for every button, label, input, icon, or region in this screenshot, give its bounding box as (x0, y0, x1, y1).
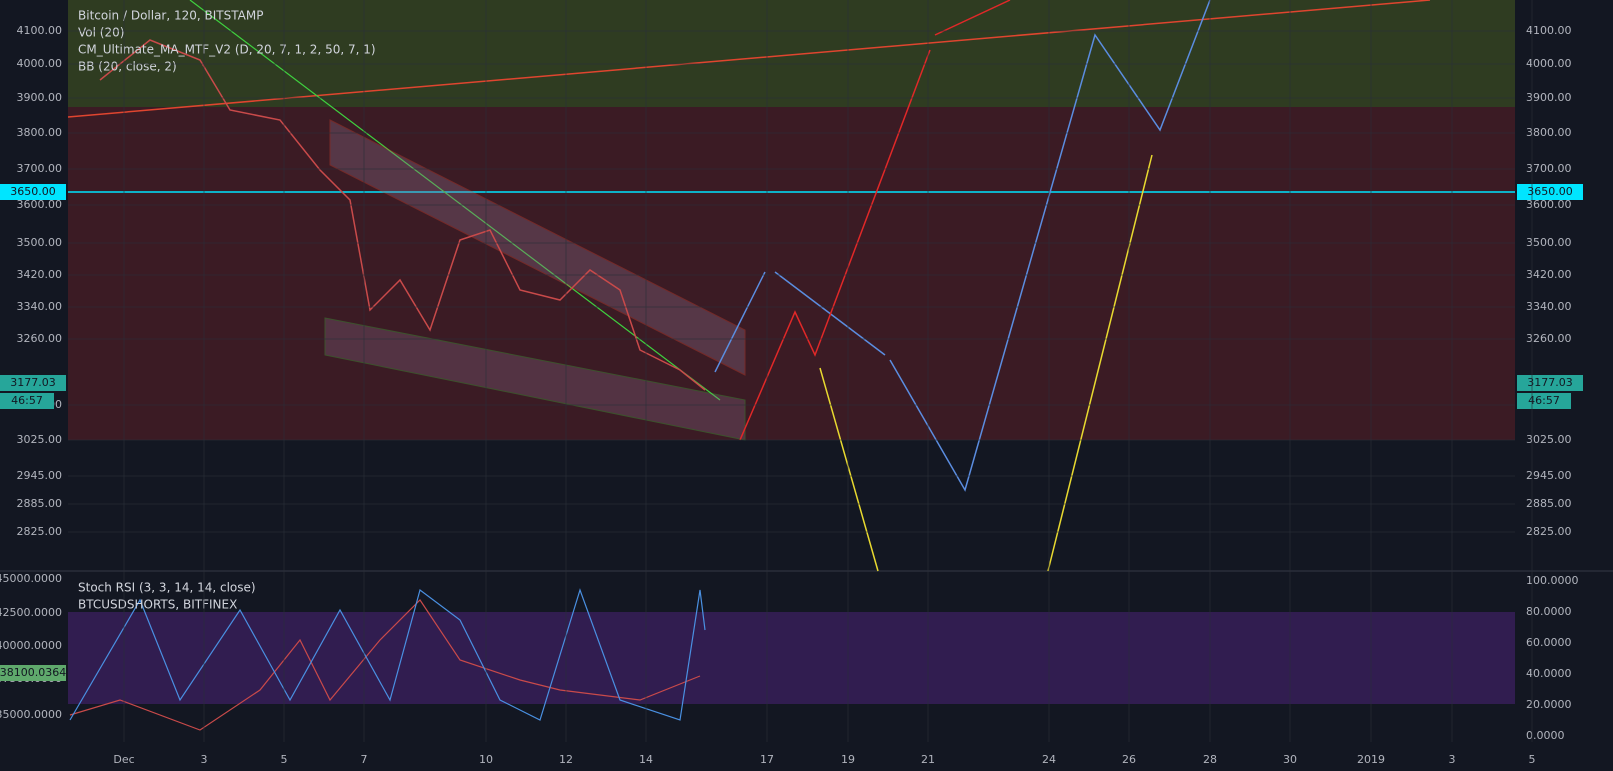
support-zone (68, 107, 1515, 440)
price-path (99, 39, 706, 391)
price-label: 2945.00 (1526, 469, 1572, 482)
price-label: 3700.00 (1526, 162, 1572, 175)
time-label: 26 (1122, 753, 1136, 766)
price-tag (1517, 375, 1583, 391)
price-label: 3800.00 (17, 126, 63, 139)
price-label: 3025.00 (17, 433, 63, 446)
time-label: 30 (1283, 753, 1297, 766)
price-label: 3260.00 (17, 332, 63, 345)
price-label: 3260.00 (1526, 332, 1572, 345)
price-label: 4000.00 (1526, 57, 1572, 70)
price-tag-label: 46:57 (11, 394, 43, 407)
price-label: 2885.00 (1526, 497, 1572, 510)
shorts-path (69, 599, 701, 731)
time-label: 12 (559, 753, 573, 766)
legend-indicator: CM_Ultimate_MA_MTF_V2 (D, 20, 7, 1, 2, 5… (78, 43, 376, 57)
trend-line (189, 0, 721, 401)
arrow (934, 0, 1011, 36)
legend-indicator: Stoch RSI (3, 3, 14, 14, close) (78, 581, 256, 595)
time-label: 2019 (1357, 753, 1385, 766)
time-label: 28 (1203, 753, 1217, 766)
price-tag (0, 375, 66, 391)
lower-axis-label: 20.0000 (1526, 698, 1572, 711)
time-label: 5 (1529, 753, 1536, 766)
price-label: 3420.00 (1526, 268, 1572, 281)
price-tag-label: 3650.00 (1527, 185, 1573, 198)
time-label: 19 (841, 753, 855, 766)
price-label: 3900.00 (17, 91, 63, 104)
price-label: 3900.00 (1526, 91, 1572, 104)
lower-axis-label: 45000.0000 (0, 572, 62, 585)
price-label: 3420.00 (17, 268, 63, 281)
time-label: 10 (479, 753, 493, 766)
price-tag-label: 3177.03 (1527, 376, 1573, 389)
time-label: 14 (639, 753, 653, 766)
price-label: 3025.00 (1526, 433, 1572, 446)
price-label: 3340.00 (17, 300, 63, 313)
price-tag (1517, 184, 1583, 200)
legend-indicator: Vol (20) (78, 26, 124, 40)
resistance-zone (68, 0, 1515, 107)
price-label: 4000.00 (17, 57, 63, 70)
price-tag (1517, 393, 1571, 409)
price-label: 3700.00 (17, 162, 63, 175)
price-label: 3600.00 (17, 198, 63, 211)
lower-axis-label: 60.0000 (1526, 636, 1572, 649)
price-label: 3500.00 (1526, 236, 1572, 249)
lower-axis-label: 42500.0000 (0, 606, 62, 619)
price-tag (0, 184, 66, 200)
price-label: 2825.00 (1526, 525, 1572, 538)
stoch-rsi (69, 588, 706, 721)
price-label: 2945.00 (17, 469, 63, 482)
time-label: 5 (281, 753, 288, 766)
legend-indicator: BTCUSDSHORTS, BITFINEX (78, 598, 237, 612)
time-label: 3 (201, 753, 208, 766)
lower-axis-label: 35000.0000 (0, 708, 62, 721)
time-label: Dec (113, 753, 134, 766)
time-label: 3 (1449, 753, 1456, 766)
time-label: 21 (921, 753, 935, 766)
price-tag (0, 393, 54, 409)
price-tag (0, 665, 66, 681)
lower-axis-label: 0.0000 (1526, 729, 1565, 742)
price-tag-label: 38100.0364 (0, 666, 66, 679)
time-label: 24 (1042, 753, 1056, 766)
lower-axis-label: 80.0000 (1526, 605, 1572, 618)
lower-axis-label: 40.0000 (1526, 667, 1572, 680)
lower-axis-label: 40000.0000 (0, 639, 62, 652)
legend-main: Bitcoin / Dollar, 120, BITSTAMP (78, 9, 263, 23)
price-label: 3500.00 (17, 236, 63, 249)
price-tag-label: 46:57 (1528, 394, 1560, 407)
legend-indicator: BB (20, close, 2) (78, 60, 177, 74)
arrow (819, 367, 879, 572)
time-label: 17 (760, 753, 774, 766)
price-label: 4100.00 (17, 24, 63, 37)
price-label: 3800.00 (1526, 126, 1572, 139)
arrow (889, 0, 1211, 492)
arrow (714, 271, 766, 373)
price-tag-label: 3177.03 (10, 376, 56, 389)
price-label: 2885.00 (17, 497, 63, 510)
arrow (1047, 154, 1153, 572)
price-label: 2825.00 (17, 525, 63, 538)
price-label: 3340.00 (1526, 300, 1572, 313)
lower-axis-label: 100.0000 (1526, 574, 1579, 587)
time-label: 7 (361, 753, 368, 766)
price-label: 4100.00 (1526, 24, 1572, 37)
channel (329, 119, 746, 376)
price-label: 3600.00 (1526, 198, 1572, 211)
price-tag-label: 3650.00 (10, 185, 56, 198)
